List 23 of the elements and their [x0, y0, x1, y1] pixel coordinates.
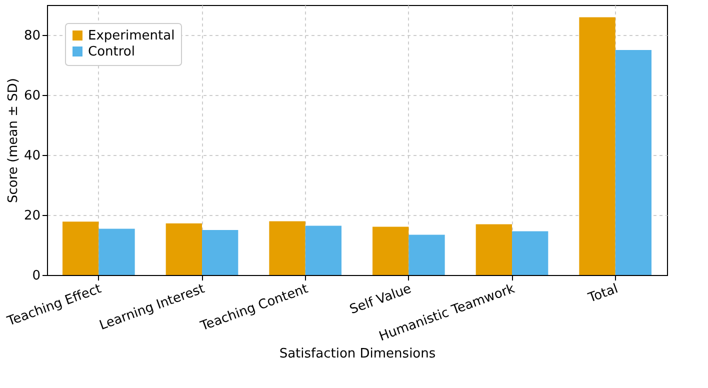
- bar: [579, 17, 616, 275]
- x-axis-title: Satisfaction Dimensions: [279, 346, 436, 362]
- bar: [408, 234, 445, 275]
- bar: [62, 222, 99, 275]
- y-tick-label: 20: [24, 208, 40, 224]
- y-tick-label: 60: [24, 88, 40, 104]
- bar: [305, 226, 342, 275]
- y-tick-label: 40: [24, 148, 40, 164]
- x-tick-label: Total: [586, 282, 620, 306]
- legend-label: Control: [88, 44, 135, 60]
- bar: [269, 221, 306, 275]
- bar: [476, 224, 512, 275]
- x-tick-label: Self Value: [348, 282, 414, 318]
- bar: [202, 230, 238, 275]
- y-axis-title: Score (mean ± SD): [6, 78, 21, 203]
- y-tick-label: 80: [24, 28, 40, 44]
- bar: [615, 50, 652, 275]
- bar: [166, 223, 202, 275]
- bar: [372, 226, 409, 275]
- bar: [512, 231, 548, 275]
- legend-label: Experimental: [88, 28, 175, 44]
- bar: [98, 228, 135, 275]
- y-tick-label: 0: [32, 268, 40, 284]
